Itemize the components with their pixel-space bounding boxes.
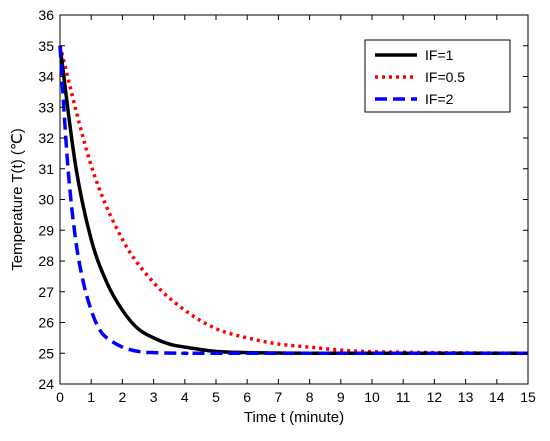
x-tick-label: 6	[243, 389, 251, 405]
y-tick-label: 34	[38, 69, 54, 85]
x-tick-label: 2	[119, 389, 127, 405]
x-tick-label: 9	[337, 389, 345, 405]
y-tick-label: 24	[38, 376, 54, 392]
series-line-if-1	[58, 45, 528, 356]
x-tick-label: 14	[489, 389, 505, 405]
series-line-if-2	[58, 45, 528, 356]
series-line-if-0-5	[58, 45, 529, 355]
y-tick-label: 33	[38, 99, 54, 115]
x-tick-label: 4	[181, 389, 189, 405]
legend-label: IF=0.5	[425, 69, 465, 85]
y-tick-label: 27	[38, 284, 54, 300]
x-tick-label: 11	[396, 389, 411, 405]
y-tick-label: 28	[38, 253, 54, 269]
x-tick-label: 1	[87, 389, 95, 405]
x-tick-label: 7	[275, 389, 283, 405]
y-tick-label: 35	[38, 38, 54, 54]
series-layer	[58, 45, 529, 356]
y-tick-label: 25	[38, 345, 54, 361]
x-tick-label: 13	[458, 389, 474, 405]
x-tick-label: 0	[56, 389, 64, 405]
x-tick-label: 15	[520, 389, 536, 405]
y-tick-label: 32	[38, 130, 54, 146]
x-tick-label: 10	[364, 389, 380, 405]
x-tick-label: 12	[427, 389, 443, 405]
y-tick-label: 36	[38, 7, 54, 23]
x-tick-label: 3	[150, 389, 158, 405]
y-tick-label: 29	[38, 222, 54, 238]
y-tick-label: 31	[38, 161, 54, 177]
y-tick-label: 26	[38, 315, 54, 331]
legend-label: IF=2	[425, 91, 454, 107]
y-tick-label: 30	[38, 192, 54, 208]
x-axis-title: Time t (minute)	[244, 409, 344, 426]
legend-label: IF=1	[425, 47, 454, 63]
x-axis: 0 1 2 3 4 5 6 7 8 9 10 11 12 13 14 15	[56, 15, 536, 405]
legend: IF=1 IF=0.5 IF=2	[364, 39, 511, 113]
y-axis: 24 25 26 27 28 29 30 31 32 33 34 35 36	[38, 7, 528, 392]
x-tick-label: 5	[212, 389, 220, 405]
x-tick-label: 8	[306, 389, 314, 405]
y-axis-title: Temperature T(t) (℃)	[9, 128, 26, 270]
